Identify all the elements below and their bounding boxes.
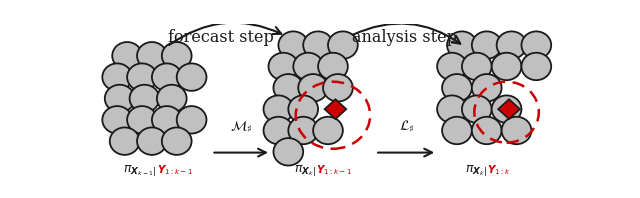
Text: $\pi_{\boldsymbol{X}_{k}|}$: $\pi_{\boldsymbol{X}_{k}|}$ [465,163,486,178]
Ellipse shape [303,31,333,59]
Ellipse shape [293,53,323,80]
Ellipse shape [437,95,467,123]
Text: $\boldsymbol{Y}_{1:k-1}$: $\boldsymbol{Y}_{1:k-1}$ [316,163,352,177]
Ellipse shape [157,85,187,112]
Ellipse shape [152,106,182,133]
Ellipse shape [177,63,207,91]
Ellipse shape [162,42,191,69]
Ellipse shape [127,63,157,91]
Ellipse shape [289,117,318,144]
Ellipse shape [162,128,191,155]
Ellipse shape [110,128,140,155]
Ellipse shape [313,117,343,144]
Text: forecast step: forecast step [168,29,274,46]
Text: $\mathcal{M}_\sharp$: $\mathcal{M}_\sharp$ [230,120,252,135]
Polygon shape [498,99,520,119]
Polygon shape [324,99,346,119]
Ellipse shape [522,53,551,80]
Ellipse shape [447,31,477,59]
Text: $\pi_{\boldsymbol{X}_{k-1}|}$: $\pi_{\boldsymbol{X}_{k-1}|}$ [124,163,157,178]
Ellipse shape [318,53,348,80]
FancyArrowPatch shape [353,24,460,44]
Ellipse shape [137,128,167,155]
Ellipse shape [102,63,132,91]
Ellipse shape [522,31,551,59]
Ellipse shape [273,74,303,102]
Ellipse shape [137,42,167,69]
Ellipse shape [328,31,358,59]
Ellipse shape [497,31,526,59]
Ellipse shape [152,63,182,91]
Ellipse shape [177,106,207,133]
Ellipse shape [264,117,293,144]
Ellipse shape [102,106,132,133]
Ellipse shape [269,53,298,80]
Ellipse shape [442,74,472,102]
Ellipse shape [127,106,157,133]
Ellipse shape [492,95,522,123]
Ellipse shape [472,31,502,59]
Ellipse shape [462,95,492,123]
Text: analysis step: analysis step [353,29,458,46]
FancyArrowPatch shape [169,23,281,45]
Ellipse shape [112,42,142,69]
Text: $\pi_{\boldsymbol{X}_{k}|}$: $\pi_{\boldsymbol{X}_{k}|}$ [294,163,316,178]
Ellipse shape [105,85,134,112]
Ellipse shape [462,53,492,80]
Ellipse shape [264,95,293,123]
Text: $\boldsymbol{Y}_{1:k}$: $\boldsymbol{Y}_{1:k}$ [486,163,510,177]
Ellipse shape [278,31,308,59]
Ellipse shape [273,138,303,166]
Ellipse shape [472,117,502,144]
Ellipse shape [298,74,328,102]
Ellipse shape [289,95,318,123]
Ellipse shape [442,117,472,144]
Ellipse shape [502,117,531,144]
Ellipse shape [437,53,467,80]
Text: $\boldsymbol{Y}_{1:k-1}$: $\boldsymbol{Y}_{1:k-1}$ [157,163,193,177]
Ellipse shape [323,74,353,102]
Ellipse shape [130,85,159,112]
Ellipse shape [492,53,522,80]
Ellipse shape [472,74,502,102]
Text: $\mathcal{L}_\sharp$: $\mathcal{L}_\sharp$ [399,119,414,135]
